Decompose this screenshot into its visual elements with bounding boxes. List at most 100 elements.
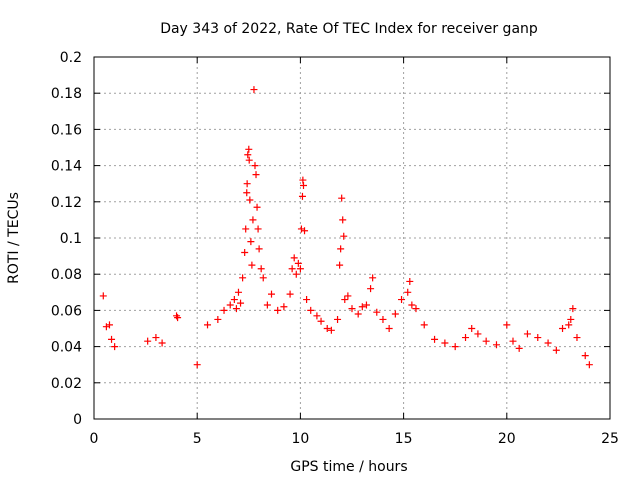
data-point [232, 305, 240, 313]
data-point [296, 265, 304, 273]
data-point [431, 335, 439, 343]
data-point [242, 225, 250, 233]
data-point [263, 301, 271, 309]
data-point [552, 346, 560, 354]
data-point [251, 162, 259, 170]
data-point [105, 321, 113, 329]
data-point [385, 325, 393, 332]
data-point [280, 303, 288, 311]
data-point [268, 290, 276, 298]
data-point [559, 325, 567, 332]
data-point [565, 321, 573, 329]
data-point [404, 288, 412, 296]
data-point [226, 301, 234, 309]
data-point [462, 334, 470, 342]
data-point [313, 312, 321, 320]
data-point [255, 245, 263, 253]
data-point [204, 321, 212, 329]
data-point [468, 325, 476, 332]
data-point [336, 261, 344, 269]
data-point [286, 290, 294, 298]
data-point [406, 277, 414, 285]
data-point [111, 343, 119, 351]
data-point [573, 334, 581, 342]
data-point [230, 296, 238, 304]
data-point [244, 151, 252, 159]
x-axis-title: GPS time / hours [290, 459, 407, 475]
data-point [503, 321, 511, 329]
data-point [241, 248, 249, 256]
y-tick-label: 0.2 [60, 50, 82, 66]
data-point [358, 303, 366, 311]
y-tick-label: 0.02 [51, 376, 82, 392]
chart-title: Day 343 of 2022, Rate Of TEC Index for r… [160, 21, 538, 37]
data-point [301, 227, 309, 235]
data-point [294, 259, 302, 267]
x-tick-label: 10 [291, 431, 309, 447]
axis-ticks: 0 5 10 15 20 25 0 0.02 0.04 0.06 0.08 0.1 0.12 0.14 0.… [51, 50, 619, 447]
data-point [144, 337, 152, 345]
data-points [99, 86, 593, 369]
data-point [534, 334, 542, 342]
data-point [323, 325, 331, 332]
data-point [152, 334, 160, 342]
data-point [379, 315, 387, 323]
data-point [373, 308, 381, 316]
y-tick-label: 0 [73, 412, 82, 428]
data-point [398, 296, 406, 304]
x-tick-label: 0 [90, 431, 99, 447]
data-point [158, 339, 166, 347]
data-point [567, 315, 575, 323]
data-point [252, 171, 260, 179]
y-tick-label: 0.1 [60, 231, 82, 247]
data-point [338, 194, 346, 202]
data-point [253, 203, 261, 211]
data-point [237, 299, 245, 307]
grid [94, 57, 610, 419]
data-point [259, 274, 267, 282]
data-point [317, 317, 325, 325]
x-tick-label: 20 [498, 431, 516, 447]
data-point [247, 238, 255, 246]
data-point [544, 339, 552, 347]
data-point [585, 361, 593, 369]
data-point [220, 306, 228, 314]
data-point [581, 352, 589, 360]
data-point [307, 306, 315, 314]
data-point [288, 265, 296, 273]
data-point [369, 274, 377, 282]
data-point [341, 296, 349, 304]
x-tick-label: 25 [601, 431, 619, 447]
data-point [391, 310, 399, 318]
data-point [292, 270, 300, 278]
data-point [515, 344, 523, 352]
y-tick-label: 0.06 [51, 303, 82, 319]
data-point [246, 196, 254, 204]
data-point [274, 306, 282, 314]
data-point [290, 254, 298, 262]
y-axis-title: ROTI / TECUs [6, 192, 22, 284]
y-tick-label: 0.16 [51, 122, 82, 138]
data-point [408, 301, 416, 309]
data-point [339, 216, 347, 224]
data-point [509, 337, 517, 345]
data-point [348, 305, 356, 313]
data-point [420, 321, 428, 329]
data-point [474, 330, 482, 338]
data-point [441, 339, 449, 347]
data-point [367, 285, 375, 293]
data-point [245, 145, 253, 153]
data-point [234, 288, 242, 296]
data-point [239, 274, 247, 282]
data-point [412, 305, 420, 313]
data-point [362, 301, 370, 309]
y-tick-label: 0.14 [51, 159, 82, 175]
data-point [249, 216, 257, 224]
data-point [299, 176, 307, 184]
data-point [327, 326, 335, 334]
data-point [248, 261, 256, 269]
data-point [243, 180, 251, 188]
data-point [334, 315, 342, 323]
